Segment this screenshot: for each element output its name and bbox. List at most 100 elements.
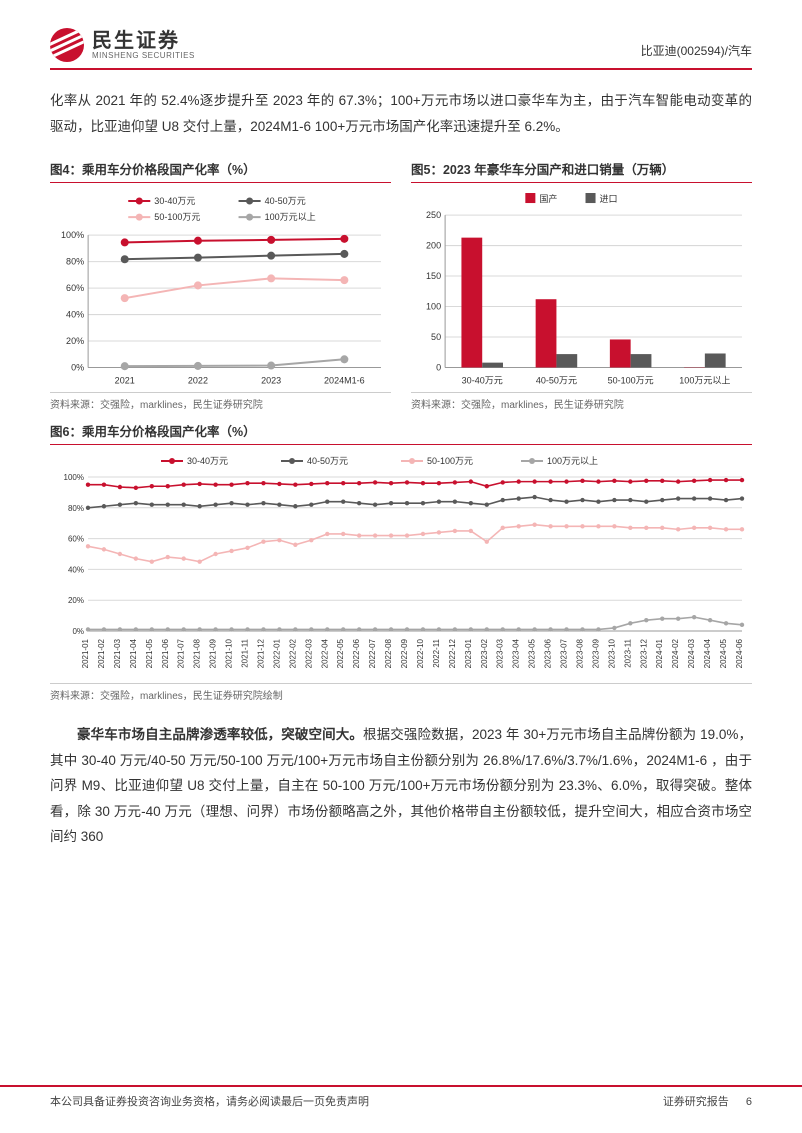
chart5-block: 图5：2023 年豪华车分国产和进口销量（万辆） 国产 进口 0 50 100 150 20… [411,159,752,411]
svg-text:2024-03: 2024-03 [687,638,696,668]
svg-text:2022-01: 2022-01 [272,638,281,668]
svg-text:2023-05: 2023-05 [528,638,537,668]
svg-text:2022-07: 2022-07 [368,638,377,668]
svg-text:0: 0 [436,363,441,373]
svg-text:100万元以上: 100万元以上 [679,376,730,386]
paragraph-2-bold: 豪华车市场自主品牌渗透率较低，突破空间大。 [77,727,363,742]
svg-text:30-40万元: 30-40万元 [154,196,195,206]
svg-text:100: 100 [426,302,441,312]
svg-text:2024-04: 2024-04 [703,638,712,668]
svg-text:2023-07: 2023-07 [560,638,569,668]
svg-text:2022-04: 2022-04 [320,638,329,668]
svg-text:100%: 100% [61,230,84,240]
svg-text:2021-10: 2021-10 [225,638,234,668]
svg-text:2021-09: 2021-09 [209,638,218,668]
svg-text:2021-05: 2021-05 [145,638,154,668]
svg-text:2023: 2023 [261,376,281,386]
svg-text:2023-08: 2023-08 [575,638,584,668]
page-footer: 本公司具备证券投资咨询业务资格，请务必阅读最后一页免责声明 证券研究报告 6 [0,1085,802,1109]
svg-text:2022-12: 2022-12 [448,638,457,668]
svg-text:2023-02: 2023-02 [480,638,489,668]
svg-text:2023-06: 2023-06 [544,638,553,668]
svg-text:2021-12: 2021-12 [256,638,265,668]
chart5-source: 资料来源：交强险，marklines，民生证券研究院 [411,392,752,411]
svg-text:2022-09: 2022-09 [400,638,409,668]
svg-text:60%: 60% [66,283,84,293]
svg-text:进口: 进口 [600,194,618,204]
svg-text:2024-05: 2024-05 [719,638,728,668]
svg-text:200: 200 [426,241,441,251]
svg-text:2022-10: 2022-10 [416,638,425,668]
svg-text:2022-06: 2022-06 [352,638,361,668]
svg-text:100万元以上: 100万元以上 [547,456,598,466]
footer-right: 证券研究报告 [663,1096,729,1108]
paragraph-1: 化率从 2021 年的 52.4%逐步提升至 2023 年的 67.3%；100… [50,88,752,139]
footer-left: 本公司具备证券投资咨询业务资格，请务必阅读最后一页免责声明 [50,1093,369,1109]
logo-icon [50,28,84,62]
header-stock-label: 比亚迪(002594)/汽车 [641,28,752,59]
svg-text:2021-08: 2021-08 [193,638,202,668]
chart4-source: 资料来源：交强险，marklines，民生证券研究院 [50,392,391,411]
logo-block: 民生证券 MINSHENG SECURITIES [50,28,195,62]
svg-text:2023-03: 2023-03 [496,638,505,668]
chart6-svg: 30-40万元 40-50万元 50-100万元 100万元以上 0% 20% 40% 60%… [50,451,752,681]
svg-text:2024-01: 2024-01 [655,638,664,668]
svg-text:2021-06: 2021-06 [161,638,170,668]
chart4-svg: 30-40万元40-50万元50-100万元100万元以上0%20%40%60%… [50,189,391,390]
svg-text:2021-11: 2021-11 [241,638,250,667]
svg-text:2021: 2021 [115,376,135,386]
svg-text:30-40万元: 30-40万元 [462,376,503,386]
svg-text:2022-03: 2022-03 [304,638,313,668]
svg-text:2024-06: 2024-06 [735,638,744,668]
paragraph-2: 豪华车市场自主品牌渗透率较低，突破空间大。根据交强险数据，2023 年 30+万… [50,722,752,850]
svg-text:100万元以上: 100万元以上 [265,212,316,222]
svg-text:40-50万元: 40-50万元 [536,376,577,386]
svg-text:250: 250 [426,210,441,220]
svg-text:150: 150 [426,271,441,281]
svg-text:2024M1-6: 2024M1-6 [324,376,365,386]
logo-en: MINSHENG SECURITIES [92,52,195,61]
page-number: 6 [746,1096,752,1108]
svg-text:0%: 0% [71,363,84,373]
svg-text:2021-02: 2021-02 [97,638,106,668]
svg-text:50-100万元: 50-100万元 [427,456,473,466]
svg-text:2024-02: 2024-02 [671,638,680,668]
paragraph-2-rest: 根据交强险数据，2023 年 30+万元市场自主品牌份额为 19.0%，其中 3… [50,727,752,845]
svg-text:2022-11: 2022-11 [432,638,441,667]
svg-text:40%: 40% [66,310,84,320]
svg-text:40%: 40% [68,565,84,574]
svg-text:2021-01: 2021-01 [81,638,90,668]
svg-text:国产: 国产 [539,193,557,204]
svg-text:40-50万元: 40-50万元 [265,196,306,206]
chart6-source: 资料来源：交强险，marklines，民生证券研究院绘制 [50,683,752,702]
svg-text:20%: 20% [66,336,84,346]
svg-text:30-40万元: 30-40万元 [187,456,228,466]
svg-text:2023-12: 2023-12 [639,638,648,668]
svg-text:80%: 80% [66,257,84,267]
svg-text:0%: 0% [72,627,84,636]
svg-text:2021-03: 2021-03 [113,638,122,668]
svg-text:100%: 100% [64,473,84,482]
svg-text:20%: 20% [68,596,84,605]
page-header: 民生证券 MINSHENG SECURITIES 比亚迪(002594)/汽车 [50,28,752,70]
svg-text:2021-04: 2021-04 [129,638,138,668]
logo-cn: 民生证券 [92,30,195,52]
svg-text:80%: 80% [68,504,84,513]
svg-text:2021-07: 2021-07 [177,638,186,668]
svg-text:40-50万元: 40-50万元 [307,456,348,466]
svg-text:2022-05: 2022-05 [336,638,345,668]
svg-text:2023-09: 2023-09 [591,638,600,668]
svg-text:2023-04: 2023-04 [512,638,521,668]
chart6-block: 图6：乘用车分价格段国产化率（%） 30-40万元40-50万元50-100万元… [50,421,752,702]
chart5-svg: 国产 进口 0 50 100 150 200 250 30-40万元 40-50万元 50-100万… [411,189,752,390]
chart5-title: 图5：2023 年豪华车分国产和进口销量（万辆） [411,159,752,183]
svg-text:2022-08: 2022-08 [384,638,393,668]
svg-text:50-100万元: 50-100万元 [608,376,654,386]
svg-text:60%: 60% [68,534,84,543]
svg-text:2022-02: 2022-02 [288,638,297,668]
svg-text:50: 50 [431,332,441,342]
chart4-block: 图4：乘用车分价格段国产化率（%） 30-40万元40-50万元50-100万元… [50,159,391,411]
chart4-title: 图4：乘用车分价格段国产化率（%） [50,159,391,183]
svg-text:2023-01: 2023-01 [464,638,473,668]
svg-text:2022: 2022 [188,376,208,386]
